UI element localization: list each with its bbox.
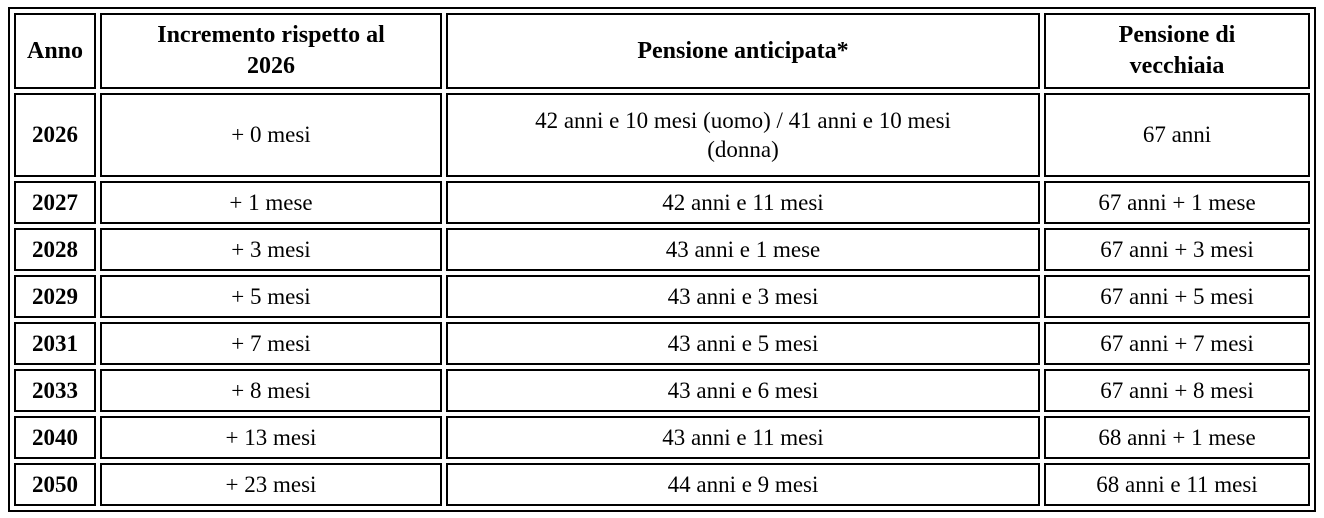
pension-table: Anno Incremento rispetto al 2026 Pension… — [8, 7, 1316, 512]
year-cell: 2026 — [14, 93, 96, 177]
pensione-anticipata-cell: 43 anni e 6 mesi — [446, 369, 1040, 412]
year-cell: 2040 — [14, 416, 96, 459]
column-header-pensione-vecchiaia: Pensione di vecchiaia — [1044, 13, 1310, 89]
incremento-cell: + 1 mese — [100, 181, 442, 224]
table-header-row: Anno Incremento rispetto al 2026 Pension… — [14, 13, 1310, 89]
table-row-2029: 2029 + 5 mesi 43 anni e 3 mesi 67 anni +… — [14, 275, 1310, 318]
pensione-vecchiaia-cell: 68 anni e 11 mesi — [1044, 463, 1310, 506]
pensione-anticipata-cell: 43 anni e 1 mese — [446, 228, 1040, 271]
incremento-cell: + 23 mesi — [100, 463, 442, 506]
incremento-cell: + 0 mesi — [100, 93, 442, 177]
year-cell: 2033 — [14, 369, 96, 412]
pensione-anticipata-cell: 44 anni e 9 mesi — [446, 463, 1040, 506]
column-header-incremento: Incremento rispetto al 2026 — [100, 13, 442, 89]
year-cell: 2028 — [14, 228, 96, 271]
table-row-2026: 2026 + 0 mesi 42 anni e 10 mesi (uomo) /… — [14, 93, 1310, 177]
pensione-vecchiaia-cell: 67 anni + 3 mesi — [1044, 228, 1310, 271]
pensione-vecchiaia-cell: 67 anni + 7 mesi — [1044, 322, 1310, 365]
year-cell: 2031 — [14, 322, 96, 365]
pensione-anticipata-cell: 42 anni e 11 mesi — [446, 181, 1040, 224]
table-row-2031: 2031 + 7 mesi 43 anni e 5 mesi 67 anni +… — [14, 322, 1310, 365]
year-cell: 2029 — [14, 275, 96, 318]
table-row-2027: 2027 + 1 mese 42 anni e 11 mesi 67 anni … — [14, 181, 1310, 224]
column-header-pensione-anticipata: Pensione anticipata* — [446, 13, 1040, 89]
incremento-cell: + 7 mesi — [100, 322, 442, 365]
pensione-vecchiaia-cell: 67 anni + 8 mesi — [1044, 369, 1310, 412]
table-row-2040: 2040 + 13 mesi 43 anni e 11 mesi 68 anni… — [14, 416, 1310, 459]
pensione-vecchiaia-cell: 67 anni — [1044, 93, 1310, 177]
table-row-2050: 2050 + 23 mesi 44 anni e 9 mesi 68 anni … — [14, 463, 1310, 506]
incremento-cell: + 5 mesi — [100, 275, 442, 318]
incremento-cell: + 3 mesi — [100, 228, 442, 271]
pensione-anticipata-cell: 43 anni e 5 mesi — [446, 322, 1040, 365]
year-cell: 2027 — [14, 181, 96, 224]
pensione-anticipata-cell: 43 anni e 11 mesi — [446, 416, 1040, 459]
pensione-vecchiaia-cell: 68 anni + 1 mese — [1044, 416, 1310, 459]
year-cell: 2050 — [14, 463, 96, 506]
pensione-anticipata-cell: 43 anni e 3 mesi — [446, 275, 1040, 318]
pensione-anticipata-cell: 42 anni e 10 mesi (uomo) / 41 anni e 10 … — [446, 93, 1040, 177]
pensione-vecchiaia-cell: 67 anni + 5 mesi — [1044, 275, 1310, 318]
table-row-2028: 2028 + 3 mesi 43 anni e 1 mese 67 anni +… — [14, 228, 1310, 271]
column-header-anno: Anno — [14, 13, 96, 89]
incremento-cell: + 8 mesi — [100, 369, 442, 412]
table-row-2033: 2033 + 8 mesi 43 anni e 6 mesi 67 anni +… — [14, 369, 1310, 412]
pensione-vecchiaia-cell: 67 anni + 1 mese — [1044, 181, 1310, 224]
incremento-cell: + 13 mesi — [100, 416, 442, 459]
